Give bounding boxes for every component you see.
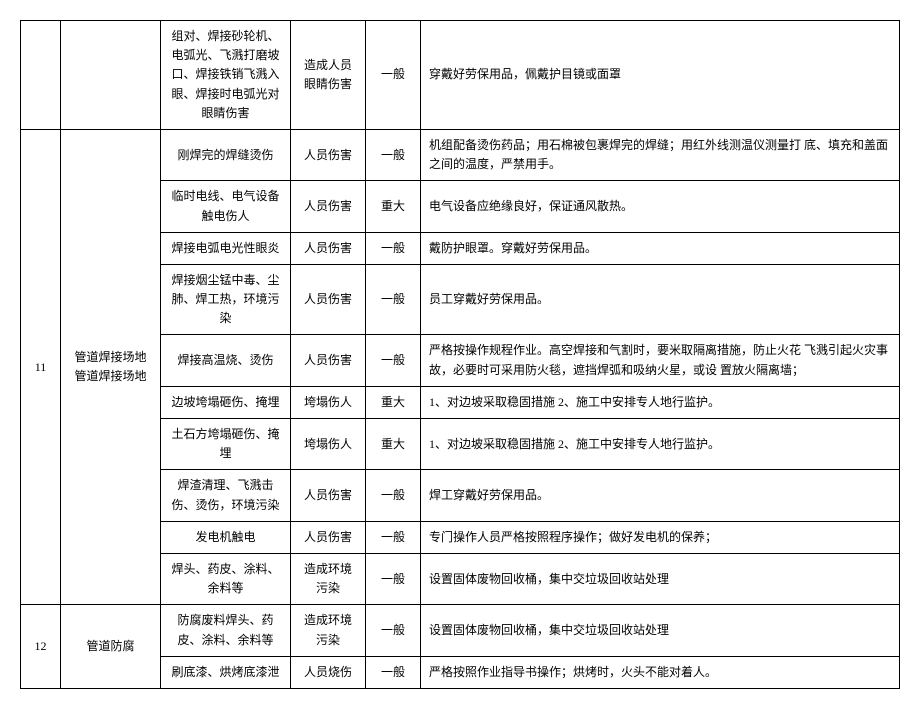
consequence-cell: 人员伤害 (291, 232, 366, 264)
risk-table: 组对、焊接砂轮机、电弧光、飞溅打磨坡口、焊接铁销飞溅入眼、焊接时电弧光对眼睛伤害… (20, 20, 900, 689)
measure-cell: 1、对边坡采取稳固措施 2、施工中安排专人地行监护。 (421, 386, 900, 418)
consequence-cell: 人员伤害 (291, 264, 366, 335)
hazard-cell: 防腐废料焊头、药皮、涂料、余料等 (161, 605, 291, 656)
hazard-cell: 土石方垮塌砸伤、掩埋 (161, 419, 291, 470)
table-row: 12管道防腐防腐废料焊头、药皮、涂料、余料等造成环境污染一般设置固体废物回收桶，… (21, 605, 900, 656)
table-row: 11管道焊接场地管道焊接场地刚焊完的焊缝烫伤人员伤害一般机组配备烫伤药品；用石棉… (21, 129, 900, 180)
consequence-cell: 人员伤害 (291, 470, 366, 521)
consequence-cell: 人员伤害 (291, 335, 366, 386)
measure-cell: 戴防护眼罩。穿戴好劳保用品。 (421, 232, 900, 264)
row-number (21, 21, 61, 130)
consequence-cell: 造成人员眼睛伤害 (291, 21, 366, 130)
hazard-cell: 边坡垮塌砸伤、掩埋 (161, 386, 291, 418)
measure-cell: 机组配备烫伤药品；用石棉被包裹焊完的焊缝；用红外线测温仪测量打 底、填充和盖面之… (421, 129, 900, 180)
measure-cell: 焊工穿戴好劳保用品。 (421, 470, 900, 521)
level-cell: 重大 (366, 386, 421, 418)
hazard-cell: 焊接烟尘锰中毒、尘肺、焊工热，环境污染 (161, 264, 291, 335)
level-cell: 一般 (366, 129, 421, 180)
location-cell: 管道防腐 (61, 605, 161, 689)
measure-cell: 设置固体废物回收桶，集中交垃圾回收站处理 (421, 605, 900, 656)
hazard-cell: 焊接电弧电光性眼炎 (161, 232, 291, 264)
consequence-cell: 造成环境污染 (291, 605, 366, 656)
measure-cell: 员工穿戴好劳保用品。 (421, 264, 900, 335)
hazard-cell: 刚焊完的焊缝烫伤 (161, 129, 291, 180)
measure-cell: 严格按照作业指导书操作；烘烤时，火头不能对着人。 (421, 656, 900, 688)
level-cell: 重大 (366, 419, 421, 470)
hazard-cell: 焊头、药皮、涂料、余料等 (161, 553, 291, 604)
hazard-cell: 刷底漆、烘烤底漆泄 (161, 656, 291, 688)
location-cell: 管道焊接场地管道焊接场地 (61, 129, 161, 604)
hazard-cell: 组对、焊接砂轮机、电弧光、飞溅打磨坡口、焊接铁销飞溅入眼、焊接时电弧光对眼睛伤害 (161, 21, 291, 130)
table-row: 组对、焊接砂轮机、电弧光、飞溅打磨坡口、焊接铁销飞溅入眼、焊接时电弧光对眼睛伤害… (21, 21, 900, 130)
hazard-cell: 发电机触电 (161, 521, 291, 553)
level-cell: 重大 (366, 181, 421, 232)
level-cell: 一般 (366, 470, 421, 521)
consequence-cell: 人员伤害 (291, 521, 366, 553)
consequence-cell: 人员伤害 (291, 129, 366, 180)
consequence-cell: 垮塌伤人 (291, 386, 366, 418)
level-cell: 一般 (366, 232, 421, 264)
hazard-cell: 焊接高温烧、烫伤 (161, 335, 291, 386)
consequence-cell: 人员伤害 (291, 181, 366, 232)
measure-cell: 专门操作人员严格按照程序操作；做好发电机的保养； (421, 521, 900, 553)
level-cell: 一般 (366, 335, 421, 386)
measure-cell: 设置固体废物回收桶，集中交垃圾回收站处理 (421, 553, 900, 604)
measure-cell: 1、对边坡采取稳固措施 2、施工中安排专人地行监护。 (421, 419, 900, 470)
row-number: 12 (21, 605, 61, 689)
consequence-cell: 人员烧伤 (291, 656, 366, 688)
level-cell: 一般 (366, 656, 421, 688)
level-cell: 一般 (366, 605, 421, 656)
level-cell: 一般 (366, 553, 421, 604)
location-cell (61, 21, 161, 130)
row-number: 11 (21, 129, 61, 604)
level-cell: 一般 (366, 21, 421, 130)
consequence-cell: 垮塌伤人 (291, 419, 366, 470)
level-cell: 一般 (366, 521, 421, 553)
level-cell: 一般 (366, 264, 421, 335)
measure-cell: 严格按操作规程作业。高空焊接和气割时，要米取隔离措施，防止火花 飞溅引起火灾事故… (421, 335, 900, 386)
measure-cell: 穿戴好劳保用品，佩戴护目镜或面罩 (421, 21, 900, 130)
hazard-cell: 临时电线、电气设备触电伤人 (161, 181, 291, 232)
measure-cell: 电气设备应绝缘良好，保证通风散热。 (421, 181, 900, 232)
hazard-cell: 焊渣清理、飞溅击伤、烫伤，环境污染 (161, 470, 291, 521)
consequence-cell: 造成环境污染 (291, 553, 366, 604)
